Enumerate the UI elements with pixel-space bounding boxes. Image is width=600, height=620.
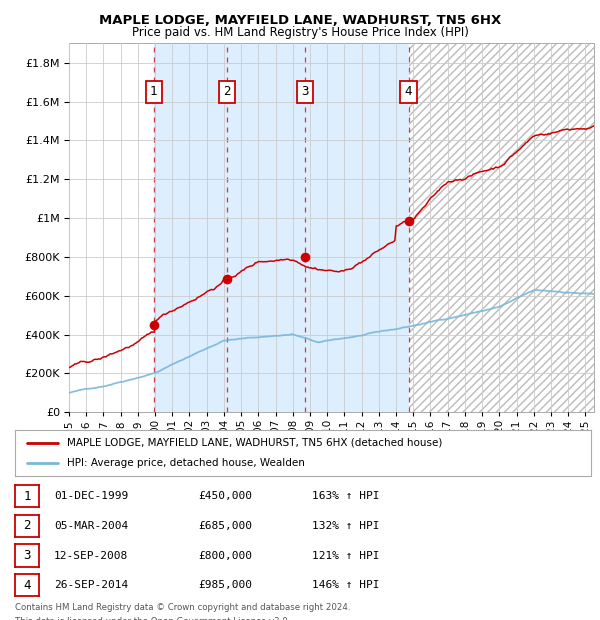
Text: £450,000: £450,000 xyxy=(198,491,252,501)
Text: 2: 2 xyxy=(23,520,31,532)
Text: 1: 1 xyxy=(150,86,157,99)
Text: 121% ↑ HPI: 121% ↑ HPI xyxy=(312,551,380,560)
Text: £685,000: £685,000 xyxy=(198,521,252,531)
Text: 05-MAR-2004: 05-MAR-2004 xyxy=(54,521,128,531)
Text: HPI: Average price, detached house, Wealden: HPI: Average price, detached house, Weal… xyxy=(67,458,305,468)
Text: 01-DEC-1999: 01-DEC-1999 xyxy=(54,491,128,501)
Text: 26-SEP-2014: 26-SEP-2014 xyxy=(54,580,128,590)
Text: MAPLE LODGE, MAYFIELD LANE, WADHURST, TN5 6HX: MAPLE LODGE, MAYFIELD LANE, WADHURST, TN… xyxy=(99,14,501,27)
Text: £800,000: £800,000 xyxy=(198,551,252,560)
Text: 163% ↑ HPI: 163% ↑ HPI xyxy=(312,491,380,501)
Text: 2: 2 xyxy=(223,86,230,99)
Text: Price paid vs. HM Land Registry's House Price Index (HPI): Price paid vs. HM Land Registry's House … xyxy=(131,26,469,39)
Text: 4: 4 xyxy=(23,579,31,591)
Text: £985,000: £985,000 xyxy=(198,580,252,590)
Text: 132% ↑ HPI: 132% ↑ HPI xyxy=(312,521,380,531)
Text: MAPLE LODGE, MAYFIELD LANE, WADHURST, TN5 6HX (detached house): MAPLE LODGE, MAYFIELD LANE, WADHURST, TN… xyxy=(67,438,442,448)
Text: 4: 4 xyxy=(405,86,412,99)
Bar xyxy=(154,43,409,412)
Bar xyxy=(409,43,600,412)
Text: 3: 3 xyxy=(23,549,31,562)
Bar xyxy=(409,43,600,412)
Text: Contains HM Land Registry data © Crown copyright and database right 2024.: Contains HM Land Registry data © Crown c… xyxy=(15,603,350,613)
Text: 146% ↑ HPI: 146% ↑ HPI xyxy=(312,580,380,590)
Text: 3: 3 xyxy=(301,86,308,99)
Text: 12-SEP-2008: 12-SEP-2008 xyxy=(54,551,128,560)
Text: 1: 1 xyxy=(23,490,31,502)
Text: This data is licensed under the Open Government Licence v3.0.: This data is licensed under the Open Gov… xyxy=(15,617,290,620)
